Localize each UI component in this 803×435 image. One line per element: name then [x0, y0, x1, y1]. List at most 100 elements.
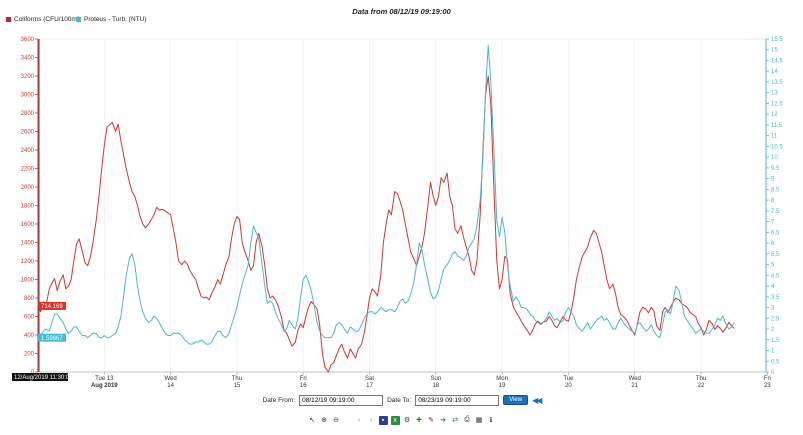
x-tick-label-sub: Aug 2019	[91, 383, 118, 389]
right-tick-label: 2	[771, 327, 775, 333]
right-tick-label: 6.5	[771, 230, 780, 236]
left-tick-label: 1000	[21, 278, 35, 284]
right-tick-label: 7.5	[771, 209, 780, 215]
right-tick-label: 0.5	[771, 359, 780, 365]
right-tick-label: 5.5	[771, 252, 780, 258]
cursor-left-value: 714.169	[41, 304, 63, 310]
chart-settings-icon[interactable]: ⚙	[403, 417, 411, 424]
plot-frame	[37, 38, 767, 373]
right-tick-label: 13	[771, 91, 778, 97]
arrow-icon[interactable]: ➜	[440, 417, 446, 424]
x-tick-label: Fri	[764, 376, 771, 382]
right-tick-label: 6	[771, 241, 775, 247]
save-icon[interactable]: ▪	[378, 415, 388, 425]
date-to-input[interactable]	[415, 394, 500, 406]
legend-swatch-coliforms	[6, 17, 11, 22]
x-tick-label-sub: 21	[631, 383, 638, 389]
chart-toolbar: ↖ ⊕ ⊖ ‹ › ▪ x ⚙ ✚ ✎ ➜ ⇄ ⎙ ▦ ℹ	[0, 414, 803, 426]
x-tick-label: Tue	[563, 376, 574, 382]
right-tick-label: 14.5	[771, 58, 783, 64]
x-tick-label-sub: 23	[764, 383, 771, 389]
compare-icon[interactable]: ⇄	[452, 417, 458, 424]
right-tick-label: 4.5	[771, 273, 780, 279]
right-tick-label: 13.5	[771, 80, 783, 86]
right-tick-label: 15.5	[771, 37, 783, 43]
left-tick-label: 200	[24, 352, 35, 358]
pointer-icon[interactable]: ↖	[309, 417, 315, 424]
date-from-input[interactable]	[299, 394, 384, 406]
right-tick-label: 10	[771, 155, 778, 161]
date-controls: Date From: Date To: View ◀◀	[0, 393, 803, 407]
x-tick-label: Sun	[430, 376, 441, 382]
right-tick-label: 11.5	[771, 123, 783, 129]
left-tick-label: 3200	[21, 74, 35, 80]
annotate-icon[interactable]: ✎	[428, 417, 434, 424]
date-to-label: Date To:	[387, 396, 412, 404]
cursor-right-tag	[38, 333, 66, 342]
left-tick-label: 1800	[21, 204, 35, 210]
left-tick-label: 2600	[21, 130, 35, 136]
x-tick-label-sub: 15	[234, 383, 241, 389]
x-tick-label: Thu	[696, 376, 706, 382]
right-tick-label: 2.5	[771, 316, 780, 322]
right-tick-label: 7	[771, 220, 775, 226]
left-tick-label: 2800	[21, 111, 35, 117]
left-tick-label: 600	[24, 315, 35, 321]
x-tick-label: Thu	[232, 376, 242, 382]
right-tick-label: 9	[771, 177, 775, 183]
left-tick-label: 2400	[21, 148, 35, 154]
right-tick-label: 9.5	[771, 166, 780, 172]
x-tick-label: Mon	[496, 376, 508, 382]
right-tick-label: 0	[771, 370, 775, 376]
view-button[interactable]: View	[503, 395, 529, 405]
left-tick-label: 3400	[21, 56, 35, 62]
right-tick-label: 8.5	[771, 187, 780, 193]
left-tick-label: 1400	[21, 241, 35, 247]
legend-label-coliforms: Coliforms (CFU/100ml)	[14, 16, 81, 23]
legend-coliforms[interactable]: Coliforms (CFU/100ml)	[6, 16, 80, 23]
x-tick-label-sub: 22	[698, 383, 705, 389]
legend-swatch-turbidity	[76, 17, 81, 22]
right-tick-label: 3.5	[771, 295, 780, 301]
right-tick-label: 4	[771, 284, 775, 290]
x-tick-label: Tue 13	[95, 376, 114, 382]
chart-area[interactable]: 0200400600800100012001400160018002000220…	[0, 0, 803, 393]
right-tick-label: 15	[771, 48, 778, 54]
left-tick-label: 2000	[21, 185, 35, 191]
rewind-icon[interactable]: ◀◀	[532, 395, 542, 405]
print-icon[interactable]: ⎙	[464, 416, 470, 423]
right-tick-label: 11	[771, 134, 778, 140]
legend-turbidity[interactable]: Proteus - Turb. (NTU)	[76, 16, 146, 23]
series-line-turbidity	[37, 44, 735, 345]
right-tick-label: 1.5	[771, 338, 780, 344]
chart-title: Data from 08/12/19 09:19:00	[352, 7, 451, 16]
left-tick-label: 3000	[21, 93, 35, 99]
cursor-left-tag	[38, 301, 66, 310]
right-tick-label: 12.5	[771, 101, 783, 107]
scroll-right-icon[interactable]: ›	[369, 416, 373, 424]
zoom-in-icon[interactable]: ⊕	[321, 417, 327, 424]
x-tick-label: Wed	[164, 376, 176, 382]
x-tick-label: Fri	[300, 376, 307, 382]
left-tick-label: 1200	[21, 259, 35, 265]
legend-label-turbidity: Proteus - Turb. (NTU)	[84, 16, 147, 23]
left-tick-label: 800	[24, 296, 35, 302]
series-line-coliforms	[37, 75, 735, 373]
x-tick-label-sub: 16	[300, 383, 307, 389]
left-tick-label: 1600	[21, 222, 35, 228]
right-tick-label: 5	[771, 263, 775, 269]
zoom-out-icon[interactable]: ⊖	[333, 417, 339, 424]
add-series-icon[interactable]: ✚	[416, 417, 422, 424]
x-tick-label-sub: 17	[366, 383, 373, 389]
info-icon[interactable]: ℹ	[489, 417, 493, 424]
x-tick-label-sub: 20	[565, 383, 572, 389]
left-tick-label: 400	[24, 333, 35, 339]
export-excel-icon[interactable]: x	[390, 415, 400, 425]
scroll-left-icon[interactable]: ‹	[357, 416, 361, 424]
right-tick-label: 1	[771, 349, 775, 355]
x-tick-label-sub: 19	[499, 383, 506, 389]
x-tick-label-sub: 18	[432, 383, 439, 389]
cursor-time: 12/Aug/2019 11:30:00	[14, 375, 73, 381]
right-tick-label: 10.5	[771, 144, 783, 150]
grid-icon[interactable]: ▦	[475, 417, 483, 424]
